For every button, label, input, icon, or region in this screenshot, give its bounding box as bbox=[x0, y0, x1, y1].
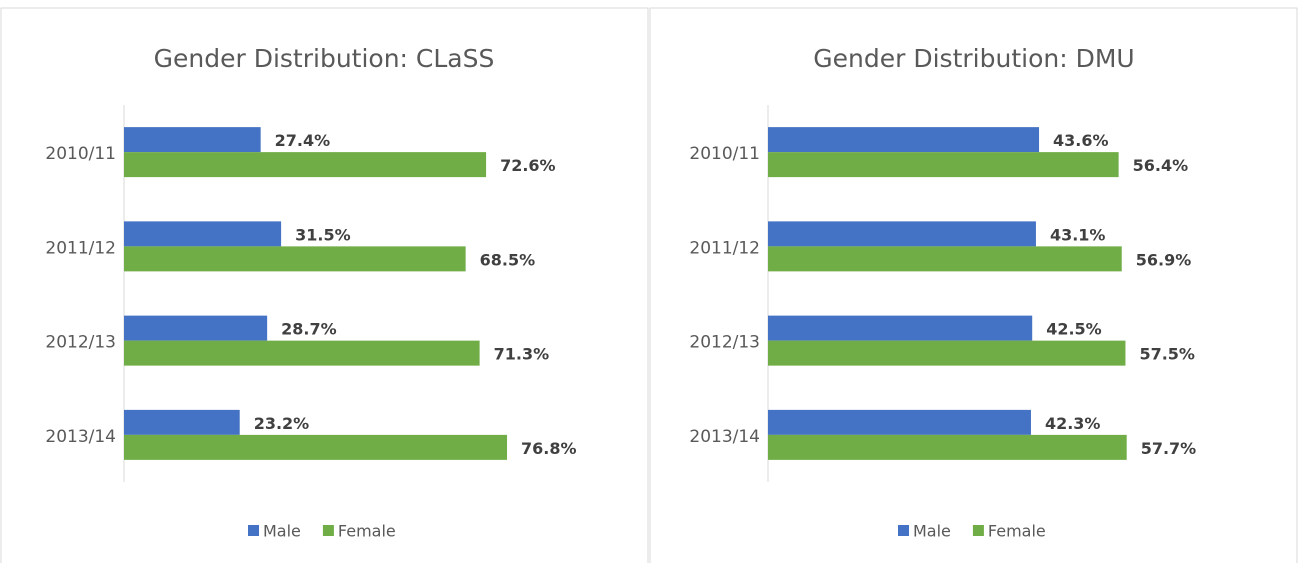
y-tick-label: 2012/13 bbox=[689, 333, 760, 353]
legend-label: Male bbox=[913, 522, 951, 541]
data-label: 71.3% bbox=[494, 345, 550, 364]
data-label: 68.5% bbox=[480, 250, 536, 269]
bar bbox=[124, 127, 261, 153]
bar bbox=[124, 246, 466, 272]
data-label: 76.8% bbox=[521, 439, 577, 458]
data-label: 42.5% bbox=[1046, 320, 1102, 339]
y-tick-label: 2010/11 bbox=[45, 144, 116, 164]
y-tick-label: 2013/14 bbox=[689, 427, 760, 447]
bar bbox=[768, 221, 1036, 247]
legend-swatch bbox=[322, 525, 334, 536]
bar bbox=[768, 152, 1119, 178]
data-label: 43.6% bbox=[1053, 131, 1109, 150]
bar bbox=[124, 315, 268, 341]
legend-label: Male bbox=[263, 522, 301, 541]
data-label: 31.5% bbox=[295, 225, 351, 244]
data-label: 28.7% bbox=[281, 320, 337, 339]
data-label: 23.2% bbox=[254, 414, 310, 433]
bar bbox=[124, 152, 487, 178]
y-tick-label: 2011/12 bbox=[45, 238, 116, 258]
y-tick-label: 2012/13 bbox=[45, 333, 116, 353]
data-label: 56.9% bbox=[1136, 250, 1192, 269]
data-label: 57.5% bbox=[1139, 345, 1195, 364]
bar bbox=[124, 221, 282, 247]
data-label: 72.6% bbox=[500, 156, 556, 175]
bar bbox=[768, 434, 1127, 460]
bar bbox=[124, 340, 480, 366]
chart-title: Gender Distribution: CLaSS bbox=[154, 44, 495, 73]
panel-frame bbox=[649, 7, 1298, 563]
y-tick-label: 2010/11 bbox=[689, 144, 760, 164]
data-label: 56.4% bbox=[1133, 156, 1189, 175]
chart-title: Gender Distribution: DMU bbox=[813, 44, 1134, 73]
data-label: 57.7% bbox=[1141, 439, 1197, 458]
bar bbox=[768, 340, 1126, 366]
data-label: 43.1% bbox=[1050, 225, 1106, 244]
y-tick-label: 2011/12 bbox=[689, 238, 760, 258]
bar bbox=[768, 315, 1033, 341]
legend-swatch bbox=[248, 525, 259, 536]
data-label: 27.4% bbox=[275, 131, 331, 150]
data-label: 42.3% bbox=[1045, 414, 1101, 433]
panel-frame bbox=[0, 7, 649, 563]
bar bbox=[768, 127, 1040, 153]
legend-label: Female bbox=[988, 522, 1046, 541]
bar bbox=[768, 409, 1031, 435]
y-tick-label: 2013/14 bbox=[45, 427, 116, 447]
legend-label: Female bbox=[338, 522, 396, 541]
bar bbox=[124, 409, 240, 435]
bar bbox=[124, 434, 508, 460]
bar bbox=[768, 246, 1122, 272]
legend-swatch bbox=[898, 525, 909, 536]
legend-swatch bbox=[972, 525, 984, 536]
